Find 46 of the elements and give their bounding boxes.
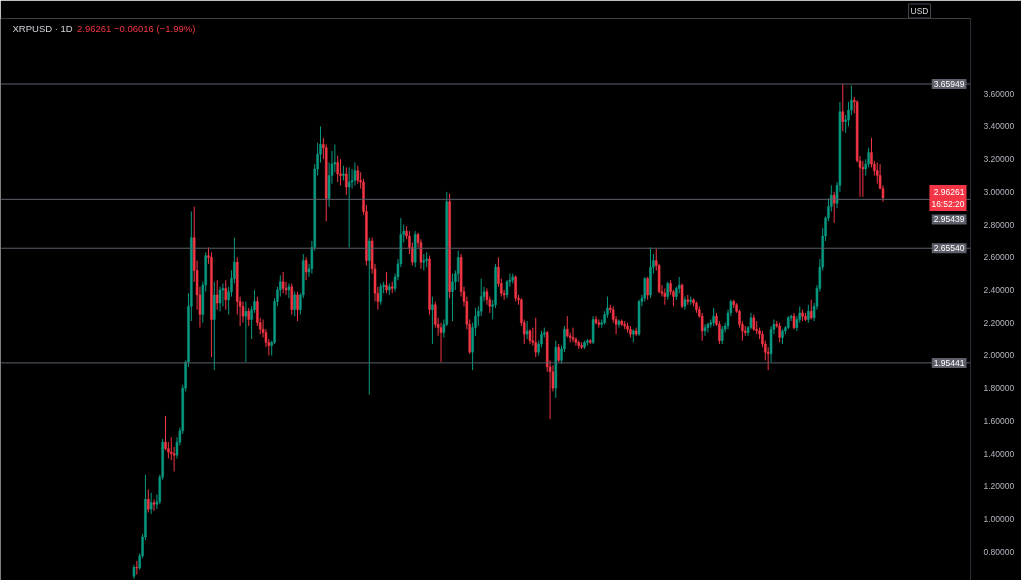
y-tick-label: 3.20000 xyxy=(983,154,1015,165)
ref-line-label: 2.65540 xyxy=(933,243,965,254)
y-tick-label: 1.00000 xyxy=(983,514,1015,524)
candlestick xyxy=(336,155,339,183)
candlestick xyxy=(566,315,569,338)
candlestick xyxy=(296,291,299,322)
candlestick xyxy=(706,322,710,334)
y-tick-label: 1.60000 xyxy=(983,415,1015,426)
candlestick xyxy=(663,287,667,306)
candlestick xyxy=(290,282,294,316)
candlestick xyxy=(643,276,647,302)
text: 2.96261 −0.06016 (−1.99%) xyxy=(77,23,196,34)
y-tick-label: 0.80000 xyxy=(983,546,1015,557)
y-tick-label: 3.60000 xyxy=(983,88,1015,99)
candlestick xyxy=(439,322,443,363)
candlestick xyxy=(149,492,153,515)
candlestick xyxy=(525,320,529,340)
candlestick xyxy=(281,271,285,294)
candlestick xyxy=(594,315,598,325)
candlestick xyxy=(345,166,348,196)
candlestick xyxy=(224,279,228,311)
candlestick xyxy=(218,286,222,312)
y-tick-label: 3.00000 xyxy=(983,186,1015,197)
text: XRPUSD · 1D xyxy=(12,23,73,34)
candlestick xyxy=(534,317,537,358)
annotation: 2.96261 16:52:20 xyxy=(931,186,965,209)
candlestick xyxy=(221,282,225,307)
ref-line-label: 3.65949 xyxy=(933,79,965,90)
y-tick-label: 2.20000 xyxy=(983,317,1015,328)
y-tick-label: 1.40000 xyxy=(983,448,1015,459)
candlestick xyxy=(293,291,296,317)
ref-line-label: 1.95441 xyxy=(933,357,965,368)
y-tick-label: 2.40000 xyxy=(983,285,1015,296)
y-tick-label: 2.60000 xyxy=(983,252,1015,263)
y-tick-label: 1.20000 xyxy=(983,481,1015,492)
y-tick-label: 3.40000 xyxy=(983,121,1015,132)
candlestick xyxy=(347,166,351,248)
ref-line-label: 2.95439 xyxy=(933,214,965,225)
candlestick xyxy=(703,323,707,337)
candlestick xyxy=(451,273,454,322)
candlestick xyxy=(152,498,156,512)
candlestick xyxy=(241,300,245,324)
y-tick-label: 2.00000 xyxy=(983,350,1015,361)
y-axis-title: USD xyxy=(910,6,929,16)
y-tick-label: 2.80000 xyxy=(983,219,1015,230)
y-tick-label: 1.80000 xyxy=(983,383,1015,394)
